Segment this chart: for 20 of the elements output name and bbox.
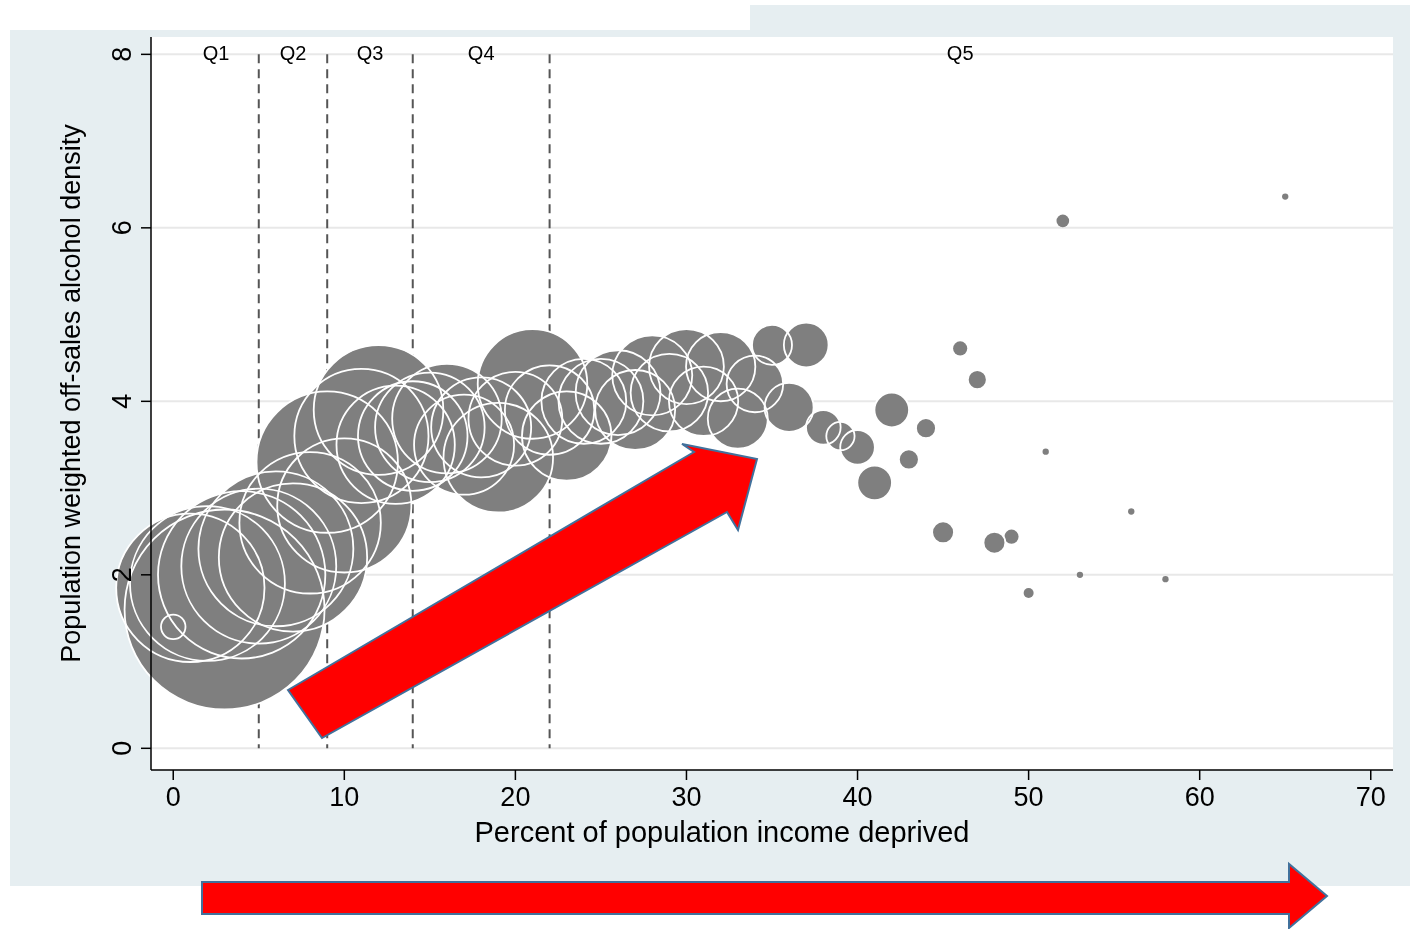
x-tick-label: 40 [842, 782, 873, 812]
annotation: Q5 [946, 41, 974, 64]
x-tick-label: 20 [500, 782, 531, 812]
annotation: Q2 [279, 41, 307, 64]
y-tick-label: 8 [107, 46, 137, 62]
y-tick-label: 6 [107, 220, 137, 236]
annotation: Q4 [467, 41, 495, 64]
y-tick-label: 0 [107, 740, 137, 756]
annotation: Q1 [202, 41, 230, 64]
annotation: Q3 [356, 41, 384, 64]
x-tick-label: 70 [1355, 782, 1386, 812]
y-tick-label: 2 [107, 567, 137, 583]
x-tick-label: 10 [329, 782, 360, 812]
y-tick-label: 4 [107, 393, 137, 409]
x-tick-label: 30 [671, 782, 702, 812]
x-tick-label: 0 [165, 782, 181, 812]
x-tick-label: 50 [1013, 782, 1044, 812]
x-tick-label: 60 [1184, 782, 1215, 812]
x-axis-title: Percent of population income deprived [474, 816, 970, 848]
y-axis-title: Population weighted off-sales alcohol density [56, 123, 86, 663]
